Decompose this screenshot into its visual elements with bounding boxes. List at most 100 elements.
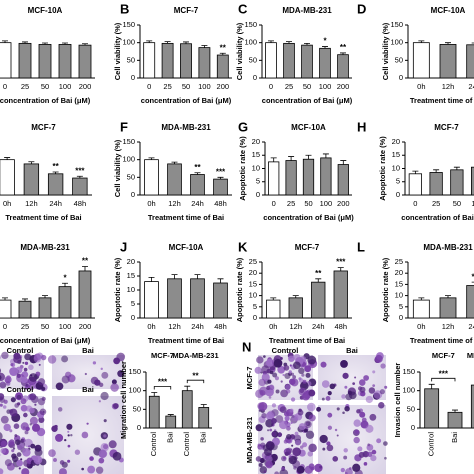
y-tick-label: 20	[392, 137, 400, 146]
x-tick-label: 100	[319, 82, 332, 91]
cell	[383, 441, 388, 446]
error-bar	[82, 43, 88, 46]
cell	[289, 378, 296, 386]
x-tick-label: 48h	[214, 322, 227, 331]
cell	[344, 468, 353, 474]
cell	[0, 403, 3, 407]
cell	[98, 400, 101, 403]
chart: H MCF-7 Apoptotic rate (%) concentration of…	[357, 119, 474, 222]
cell	[271, 403, 277, 408]
cell	[66, 423, 73, 430]
cell	[344, 385, 348, 389]
error-bar	[82, 266, 88, 271]
cell	[117, 370, 125, 378]
image-label: Bai	[82, 385, 94, 394]
x-tick-label: 0h	[417, 322, 425, 331]
x-axis-label: Treatment time of Bai	[5, 213, 81, 222]
cell	[28, 364, 34, 371]
x-tick-label: 24h	[49, 199, 62, 208]
cell	[9, 429, 13, 433]
cell	[55, 433, 64, 442]
cell	[345, 393, 353, 401]
cell	[38, 363, 41, 366]
cell	[384, 385, 388, 389]
x-tick-label: 24h	[468, 82, 474, 91]
cell	[61, 375, 70, 384]
chart: MCF-10A concentration of Bai (μM) 0 25 50 100…	[0, 6, 95, 105]
cell	[298, 377, 302, 381]
panel-label: N	[242, 339, 251, 354]
cell	[265, 441, 275, 451]
x-tick-label: Bai	[166, 432, 175, 443]
error-bar	[22, 298, 28, 302]
x-axis-label: Treatment time of Bai	[148, 336, 224, 345]
cell	[277, 365, 286, 374]
bar	[143, 42, 156, 79]
x-axis-label: concentration of Bai (μM)	[141, 96, 232, 105]
cell	[279, 406, 287, 414]
chart: MCF-7 Treatment time of Bai 0h 12h ** 24h *** 4…	[0, 123, 92, 222]
y-tick-label: 20	[252, 137, 260, 146]
cell	[307, 355, 317, 365]
y-tick-label: 100	[122, 155, 135, 164]
cell	[362, 450, 369, 458]
cell	[0, 372, 5, 382]
cell	[1, 381, 4, 384]
cell	[20, 404, 28, 412]
chart: MDA-MB-231 concentration of Bai (μM) 0 25 50…	[0, 243, 95, 345]
bar	[337, 164, 349, 196]
bar	[0, 159, 15, 196]
y-tick-label: 5	[399, 302, 403, 311]
bar	[38, 44, 52, 79]
cell	[10, 363, 14, 367]
error-bar	[2, 40, 8, 43]
error-bar	[340, 52, 346, 55]
cell	[30, 443, 36, 449]
cell	[363, 462, 368, 466]
y-tick-label: 50	[249, 55, 257, 64]
chart: G MCF-10A Apoptotic rate (%) concentration …	[238, 119, 354, 222]
error-bar	[217, 176, 224, 180]
cell	[260, 371, 263, 374]
error-bar	[42, 42, 48, 45]
cell	[258, 401, 268, 411]
y-tick-label: 15	[252, 150, 260, 159]
x-tick-label: 0	[269, 82, 273, 91]
error-bar	[268, 40, 274, 43]
cell	[2, 405, 7, 409]
cell	[21, 386, 24, 389]
cell	[354, 429, 360, 434]
y-tick-label: 0	[131, 190, 135, 199]
x-tick-label: 24h	[468, 322, 474, 331]
cell	[365, 424, 374, 433]
y-tick-label: 100	[244, 38, 257, 47]
cell	[336, 407, 340, 411]
cell	[353, 436, 360, 444]
significance: ***	[336, 258, 346, 267]
y-tick-label: 25	[249, 257, 257, 266]
significance: **	[194, 163, 201, 172]
cell	[288, 370, 292, 374]
cell	[14, 434, 18, 438]
bar	[0, 299, 12, 319]
bar	[450, 169, 464, 196]
y-tick-label: 5	[396, 177, 400, 186]
cell	[11, 453, 17, 459]
cell	[23, 367, 28, 372]
bar	[78, 270, 92, 319]
chart-title: MDA-MB-231	[161, 123, 211, 132]
bar	[408, 173, 422, 196]
cell	[0, 432, 3, 441]
cell	[13, 423, 20, 429]
cell	[103, 434, 107, 438]
y-tick-label: 15	[127, 271, 135, 280]
bar	[47, 173, 64, 196]
y-tick-label: 100	[122, 38, 135, 47]
error-bar	[471, 42, 474, 44]
cell	[67, 430, 70, 433]
cell	[34, 444, 42, 452]
cell	[20, 458, 23, 461]
y-tick-label: 0	[253, 313, 257, 322]
y-tick-label: 20	[249, 268, 257, 277]
